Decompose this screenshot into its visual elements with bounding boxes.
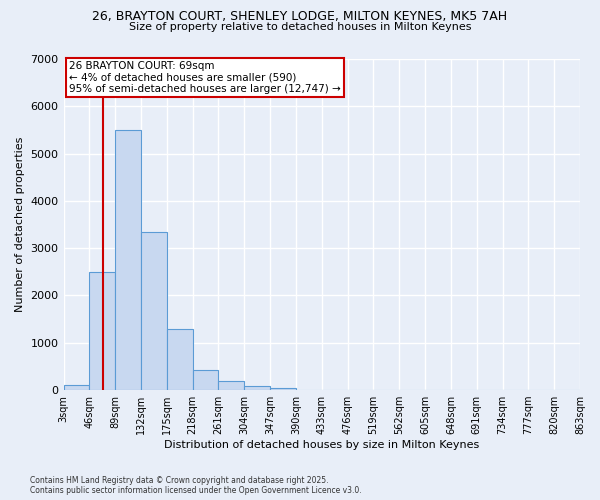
Bar	[64, 386, 89, 390]
Text: Contains HM Land Registry data © Crown copyright and database right 2025.
Contai: Contains HM Land Registry data © Crown c…	[30, 476, 362, 495]
Text: Size of property relative to detached houses in Milton Keynes: Size of property relative to detached ho…	[129, 22, 471, 32]
Bar	[218, 380, 244, 390]
Bar	[141, 232, 167, 390]
Bar	[270, 388, 296, 390]
Bar	[193, 370, 218, 390]
Bar	[115, 130, 141, 390]
Bar	[167, 328, 193, 390]
Y-axis label: Number of detached properties: Number of detached properties	[15, 137, 25, 312]
Text: 26, BRAYTON COURT, SHENLEY LODGE, MILTON KEYNES, MK5 7AH: 26, BRAYTON COURT, SHENLEY LODGE, MILTON…	[92, 10, 508, 23]
Text: 26 BRAYTON COURT: 69sqm
← 4% of detached houses are smaller (590)
95% of semi-de: 26 BRAYTON COURT: 69sqm ← 4% of detached…	[69, 60, 340, 94]
X-axis label: Distribution of detached houses by size in Milton Keynes: Distribution of detached houses by size …	[164, 440, 479, 450]
Bar	[244, 386, 270, 390]
Bar	[89, 272, 115, 390]
